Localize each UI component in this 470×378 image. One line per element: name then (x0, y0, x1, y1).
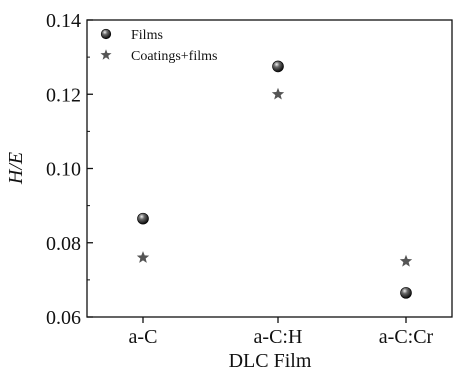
x-axis-label: DLC Film (229, 350, 312, 372)
films-point (400, 287, 412, 299)
legend-label: Films (131, 28, 163, 43)
films-point (137, 212, 149, 225)
y-axis: 0.06 0.08 0.10 0.12 0.14 (46, 10, 93, 329)
y-tick-label: 0.08 (46, 233, 81, 255)
y-tick-label: 0.14 (46, 10, 81, 32)
legend-films-marker (100, 28, 112, 40)
data-marks (136, 60, 413, 299)
y-tick-label: 0.10 (46, 159, 81, 181)
coatings-films-point (271, 87, 285, 100)
x-tick-label: a-C:H (254, 326, 303, 348)
y-axis-label: H/E (5, 152, 27, 185)
films-point (272, 60, 284, 73)
x-tick-label: a-C (129, 326, 158, 348)
legend-label: Coatings+films (131, 49, 217, 64)
x-axis: a-C a-C:H a-C:Cr (129, 317, 434, 348)
x-tick-label: a-C:Cr (379, 326, 434, 348)
legend: Films Coatings+films (100, 28, 217, 64)
y-tick-label: 0.06 (46, 307, 81, 329)
y-tick-label: 0.12 (46, 84, 81, 106)
plot-frame (86, 19, 453, 318)
coatings-films-point (399, 254, 413, 267)
legend-coatings-marker (100, 49, 112, 60)
coatings-films-point (136, 251, 150, 263)
